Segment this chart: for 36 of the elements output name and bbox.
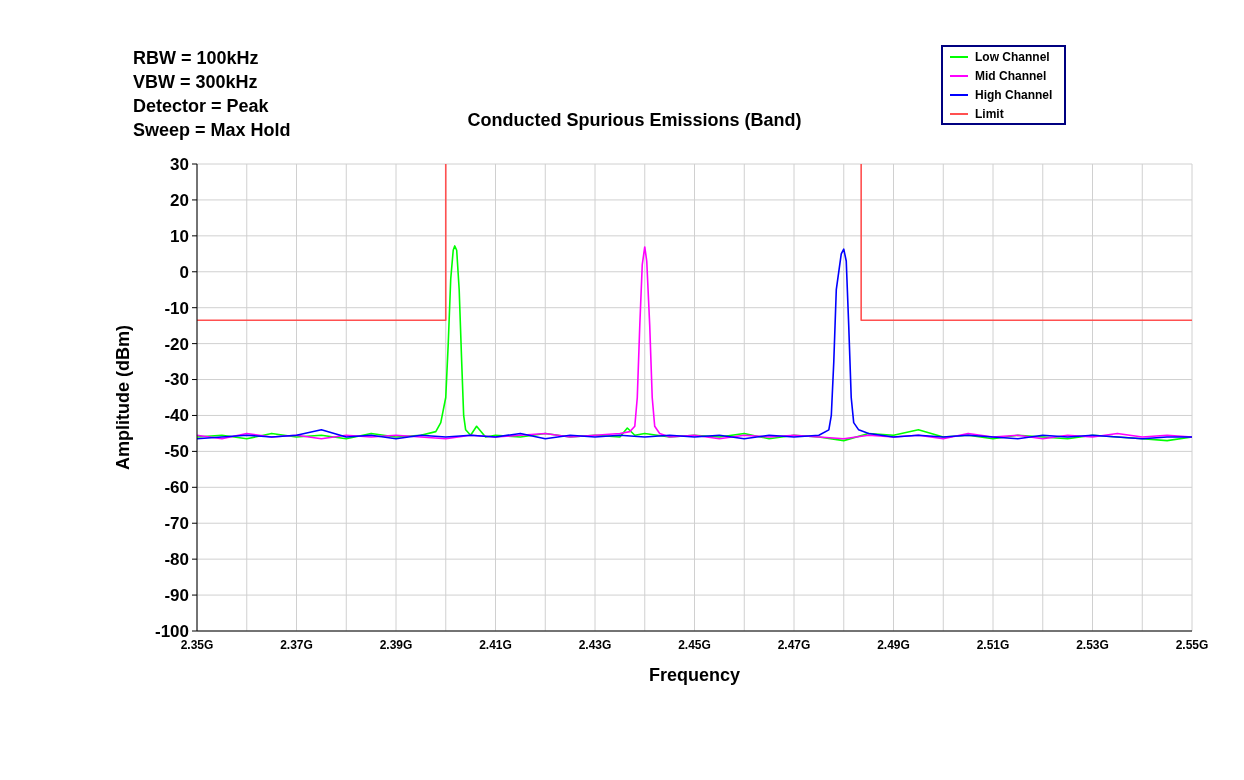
y-tick-label: -40 (164, 406, 189, 426)
y-tick-label: -90 (164, 586, 189, 606)
y-tick-label: 0 (179, 262, 189, 282)
text: Sweep = Max Hold (133, 120, 291, 140)
x-tick-label: 2.45G (678, 638, 711, 652)
y-tick-label: -80 (164, 550, 189, 570)
legend-label: High Channel (975, 88, 1053, 103)
x-tick-label: 2.49G (877, 638, 910, 652)
x-axis-title: Frequency (648, 665, 741, 685)
x-tick-label: 2.51G (976, 638, 1010, 652)
x-tick-label: 2.47G (777, 638, 811, 652)
y-tick-label: 10 (170, 226, 189, 246)
y-tick-label: -60 (164, 478, 189, 498)
text: RBW = 100kHz (133, 48, 259, 68)
x-tick-label: 2.41G (479, 638, 512, 652)
x-tick-label: 2.55G (1175, 638, 1209, 652)
y-tick-label: 20 (170, 190, 189, 210)
chart-title: Conducted Spurious Emissions (Band) (467, 110, 802, 130)
x-tick-label: 2.43G (578, 638, 612, 652)
y-tick-label: -10 (164, 298, 189, 318)
y-axis-title: Amplitude (dBm) (113, 325, 133, 470)
x-tick-label: 2.37G (280, 638, 313, 652)
y-tick-label: 30 (170, 154, 189, 174)
y-tick-label: -50 (164, 442, 189, 462)
x-tick-label: 2.35G (180, 638, 214, 652)
text: Detector = Peak (133, 96, 270, 116)
y-tick-label: -20 (164, 334, 189, 354)
y-tick-label: -30 (164, 370, 189, 390)
y-tick-label: -100 (154, 621, 189, 641)
legend-label: Mid Channel (975, 69, 1047, 84)
x-tick-label: 2.39G (379, 638, 413, 652)
text: VBW = 300kHz (133, 72, 258, 92)
legend-label: Low Channel (975, 50, 1050, 65)
y-tick-label: -70 (164, 514, 189, 534)
legend-label: Limit (975, 107, 1004, 122)
x-tick-label: 2.53G (1076, 638, 1109, 652)
